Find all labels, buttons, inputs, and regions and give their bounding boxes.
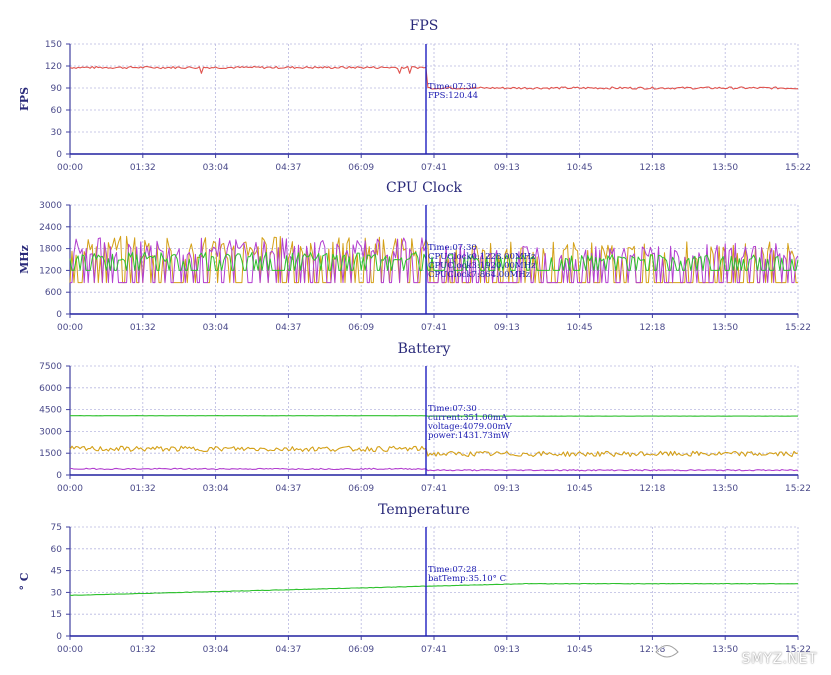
x-tick-label: 04:37 [275,645,301,655]
x-tick-label: 03:04 [203,163,229,173]
cursor-tooltip-line: Time:07:30 [428,82,477,92]
y-tick-label: 90 [51,84,63,94]
x-tick-label: 10:45 [567,645,593,655]
x-tick-label: 06:09 [348,323,374,333]
y-axis-label: ° C [18,572,31,590]
x-tick-label: 07:41 [421,163,447,173]
x-tick-label: 12:18 [639,163,665,173]
x-tick-label: 12:18 [639,645,665,655]
cursor-tooltip-line: CPUClock7:864.00MHz [428,270,531,280]
cursor-tooltip-line: CPUClock3:1920.00MHz [428,261,536,271]
x-tick-label: 15:22 [785,163,811,173]
y-tick-label: 150 [45,40,62,50]
x-tick-label: 09:13 [494,323,520,333]
x-tick-label: 00:00 [57,163,83,173]
y-tick-label: 1200 [39,266,62,276]
watermark-text: SMYZ.NET [741,651,817,667]
watermark-logo [653,637,681,663]
x-tick-label: 01:32 [130,163,156,173]
cursor-tooltip-line: batTemp:35.10° C [428,574,506,584]
y-tick-label: 75 [51,523,62,533]
x-tick-label: 07:41 [421,323,447,333]
x-tick-label: 07:41 [421,645,447,655]
chart-title: FPS [410,18,439,34]
y-tick-label: 1800 [39,245,62,255]
x-tick-label: 03:04 [203,484,229,494]
x-tick-label: 00:00 [57,645,83,655]
y-tick-label: 600 [45,288,62,298]
x-tick-label: 07:41 [421,484,447,494]
x-tick-label: 04:37 [275,163,301,173]
x-tick-label: 09:13 [494,484,520,494]
x-tick-label: 09:13 [494,163,520,173]
x-tick-label: 13:50 [712,645,738,655]
y-tick-label: 6000 [39,384,62,394]
series-line [69,251,799,271]
series-line [70,467,799,472]
y-tick-label: 120 [45,62,62,72]
cursor-tooltip-line: Time:07:30 [428,404,477,414]
x-tick-label: 12:18 [639,323,665,333]
x-tick-label: 04:37 [275,484,301,494]
x-tick-label: 13:50 [712,163,738,173]
y-tick-label: 30 [51,128,63,138]
y-tick-label: 0 [56,471,62,481]
x-tick-label: 01:32 [130,484,156,494]
y-tick-label: 30 [51,588,63,598]
y-tick-label: 45 [51,567,62,577]
y-tick-label: 60 [51,545,63,555]
series-line [69,582,798,596]
chart-title: Temperature [378,502,470,518]
x-tick-label: 13:50 [712,323,738,333]
x-tick-label: 06:09 [348,163,374,173]
cursor-tooltip-line: voltage:4079.00mV [427,422,513,432]
y-tick-label: 7500 [39,362,62,372]
x-tick-label: 03:04 [203,645,229,655]
x-tick-label: 10:45 [567,163,593,173]
chart-title: Battery [398,341,451,357]
x-tick-label: 06:09 [348,645,374,655]
x-tick-label: 06:09 [348,484,374,494]
x-tick-label: 03:04 [203,323,229,333]
x-tick-label: 13:50 [712,484,738,494]
series-line [70,237,799,284]
chart-title: CPU Clock [386,180,463,196]
x-tick-label: 10:45 [567,484,593,494]
y-tick-label: 3000 [39,427,62,437]
series-line [69,445,799,458]
x-tick-label: 10:45 [567,323,593,333]
y-tick-label: 0 [56,632,62,642]
y-tick-label: 4500 [39,406,62,416]
y-tick-label: 3000 [39,201,62,211]
y-tick-label: 60 [51,106,63,116]
x-tick-label: 00:00 [57,323,83,333]
x-tick-label: 15:22 [785,645,811,655]
cursor-tooltip-line: Time:07:28 [428,565,477,575]
x-tick-label: 12:18 [639,484,665,494]
y-axis-label: MHz [18,245,31,274]
x-tick-label: 01:32 [130,323,156,333]
y-tick-label: 15 [51,610,62,620]
cursor-tooltip-line: FPS:120.44 [428,91,478,101]
x-tick-label: 15:22 [785,323,811,333]
cursor-tooltip-line: current:351.00mA [428,413,508,423]
y-tick-label: 2400 [39,223,62,233]
series-line [70,415,798,417]
x-tick-label: 09:13 [494,645,520,655]
x-tick-label: 01:32 [130,645,156,655]
x-tick-label: 04:37 [275,323,301,333]
y-tick-label: 0 [56,310,62,320]
cursor-tooltip-line: CPUClock0:1228.00MHz [428,252,536,262]
x-tick-label: 15:22 [785,484,811,494]
y-tick-label: 1500 [39,449,62,459]
x-tick-label: 00:00 [57,484,83,494]
series-line [69,65,799,90]
y-tick-label: 0 [56,150,62,160]
cursor-tooltip-line: Time:07:30 [428,243,477,253]
y-axis-label: FPS [18,87,31,111]
cursor-tooltip-line: power:1431.73mW [428,431,510,441]
